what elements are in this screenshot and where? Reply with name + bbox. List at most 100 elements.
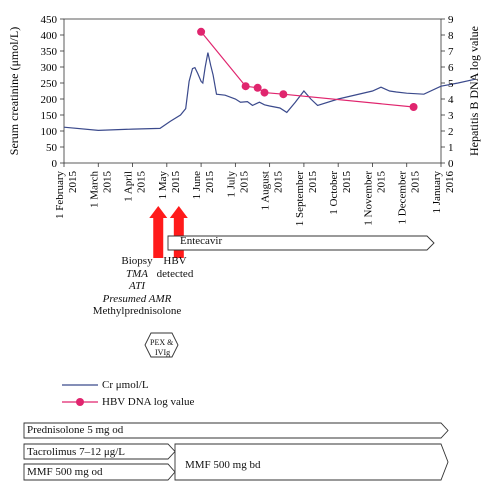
y-left-tick-label: 50 [46,142,58,154]
y-left-tick-label: 350 [41,46,58,58]
pex-ivig-label-1: PEX & [150,338,174,347]
tacrolimus-bar [23,443,176,460]
x-tick-label-line2: 2015 [307,171,319,194]
x-tick-label: 1 August 2015 [260,171,285,211]
y-right-axis-title: Hepatitis B DNA log value [467,26,481,156]
hbv-point [260,88,269,97]
x-tick-label-line2: 2015 [410,171,422,194]
x-tick-label-line2: 2015 [341,171,353,194]
hbv-detected-annotation: HBV detected [145,255,205,280]
ann-hbv-line: HBV [163,255,187,267]
legend-hbv-label: HBV DNA log value [102,396,195,408]
x-tick-label: 1 January 2016 [431,171,456,214]
x-tick-label-line2: 2015 [238,171,250,194]
y-right-tick-label: 3 [448,110,454,122]
entecavir-bar [167,235,435,251]
x-tick-label-line1: 1 December [397,171,409,225]
mmf-od-bar [23,463,176,481]
x-tick-label-line2: 2015 [273,171,285,194]
x-tick-label-line1: 1 August [260,171,272,210]
ann-biopsy-line: ATI [128,280,146,292]
x-tick-label: 1 March 2015 [88,171,113,208]
plot-frame [63,18,442,164]
hbv-point [197,27,206,36]
mmf-bd-label: MMF 500 mg bd [185,459,261,471]
y-left-tick-label: 100 [41,126,58,138]
ann-biopsy-line: Biopsy [121,255,153,267]
x-tick-label-line1: 1 June [191,171,203,200]
x-tick-label-line1: 1 November [362,171,374,226]
hbv-point [241,82,250,91]
legend-hbv-swatch [62,398,98,406]
y-right-tick-label: 2 [448,126,454,138]
biopsy-annotation: Biopsy TMA ATI Presumed AMR Methylprednisolo… [62,255,212,318]
hbv-point [409,103,418,111]
mmf-od-label: MMF 500 mg od [27,466,103,478]
prednisolone-label: Prednisolone 5 mg od [27,424,124,436]
entecavir-label: Entecavir [180,235,223,247]
y-left-tick-label: 200 [41,94,58,106]
prednisolone-bar [23,422,449,439]
x-tick-label: 1 September 2015 [294,171,319,227]
x-tick-label: 1 October 2015 [328,171,353,215]
legend-cr-swatch [62,384,98,386]
x-tick-label-line1: 1 July [225,171,237,198]
x-tick-label: 1 July 2015 [225,171,250,198]
y-right-tick-label: 4 [448,94,454,106]
x-tick-label-line1: 1 October [328,171,340,215]
ann-hbv-line: detected [156,267,194,280]
ann-biopsy-line: TMA [126,267,148,280]
x-tick-label-line2: 2016 [444,171,456,194]
y-left-tick-label: 450 [41,14,58,26]
x-tick-label: 1 February 2015 [54,171,79,219]
pex-ivig-arrow [144,332,179,358]
x-tick-label-line1: 1 March [88,171,100,208]
x-tick-label: 1 November 2015 [362,171,387,226]
x-tick-label-line1: 1 April [123,171,135,202]
x-tick-label-line2: 2015 [101,171,113,194]
y-right-tick-label: 9 [448,14,454,26]
x-tick-label: 1 June 2015 [191,171,216,200]
annotations [23,206,449,481]
x-tick-label: 1 December 2015 [397,171,422,225]
x-tick-label-line2: 2015 [375,171,387,194]
ann-biopsy-line: Presumed AMR [102,292,172,305]
hbv-point [253,83,262,92]
x-tick-label-line1: 1 May [157,171,169,200]
hbv-point [279,90,288,99]
x-tick-label: 1 May 2015 [157,171,182,200]
series-line-1 [200,31,414,108]
legend-cr: Cr μmol/L [62,379,149,391]
y-left-tick-label: 250 [41,78,58,90]
x-tick-label-line1: 1 September [294,171,306,227]
series-line-0 [63,52,476,132]
y-right-tick-label: 5 [448,78,454,90]
x-tick-label-line2: 2015 [170,171,182,194]
x-tick-label-line1: 1 January [431,171,443,214]
legend-hbv: HBV DNA log value [62,396,194,408]
x-tick-label-line1: 1 February [54,171,66,219]
y-right-tick-label: 8 [448,30,454,42]
y-right-tick-label: 6 [448,62,454,74]
y-left-tick-label: 150 [41,110,58,122]
tacrolimus-label: Tacrolimus 7–12 μg/L [27,446,126,458]
y-left-tick-label: 400 [41,30,58,42]
mmf-bd-bar [174,443,449,481]
ann-biopsy-line: Methylprednisolone [92,305,182,317]
biopsy-arrow [149,206,168,258]
x-tick-label-line2: 2015 [67,171,79,194]
y-right-tick-label: 1 [448,142,454,154]
pex-ivig-label-2: IVIg [155,348,171,357]
y-left-axis-title: Serum creatinine (μmol/L) [7,27,21,155]
x-tick-label-line2: 2015 [204,171,216,194]
y-right-tick-label: 0 [448,158,454,170]
x-tick-label-line2: 2015 [136,171,148,194]
tick-labels: 0 50 100 150 200 250 300 350 400 450 0 1 2 3 4 5 6 7 8 9 Ser… [7,14,481,226]
chart-series [63,27,476,132]
y-left-tick-label: 0 [52,158,58,170]
y-left-tick-label: 300 [41,62,58,74]
legend-cr-label: Cr μmol/L [102,379,149,391]
y-right-tick-label: 7 [448,46,454,58]
x-tick-label: 1 April 2015 [123,171,148,202]
